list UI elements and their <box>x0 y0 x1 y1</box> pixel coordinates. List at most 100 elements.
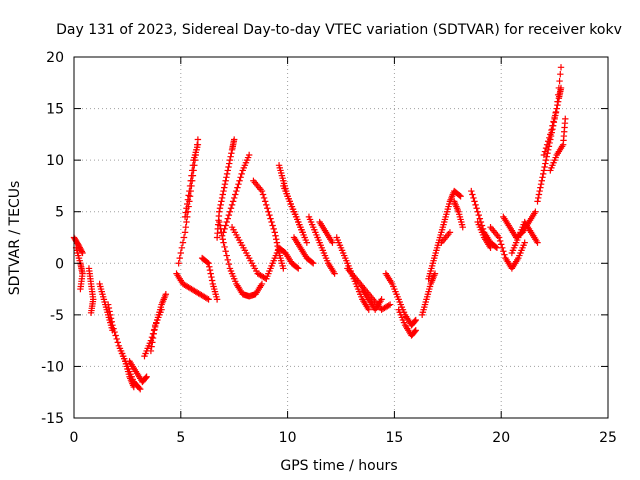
data-point <box>188 167 196 174</box>
x-tick-label: 15 <box>385 430 403 446</box>
data-point <box>412 316 419 324</box>
data-point <box>237 174 244 181</box>
data-point <box>536 187 543 195</box>
data-point <box>221 225 228 233</box>
data-point <box>411 317 419 325</box>
data-point <box>265 208 272 215</box>
y-tick-label: -10 <box>41 359 64 375</box>
data-point <box>176 254 183 262</box>
data-point <box>501 251 508 258</box>
y-tick-label: -15 <box>41 411 64 427</box>
data-point <box>233 187 240 195</box>
data-point <box>266 211 273 219</box>
data-point <box>258 280 266 288</box>
y-tick-label: -5 <box>50 308 64 324</box>
data-point <box>78 248 86 255</box>
data-point <box>521 239 528 246</box>
data-point <box>194 141 202 148</box>
data-point <box>187 177 194 184</box>
data-point <box>549 122 556 129</box>
data-point <box>77 245 84 253</box>
x-tick-label: 20 <box>492 430 510 446</box>
data-point <box>206 266 214 274</box>
data-point <box>112 332 119 339</box>
data-point <box>498 241 505 248</box>
data-point <box>149 339 156 346</box>
data-point <box>554 91 562 99</box>
grid <box>74 57 608 418</box>
data-point <box>308 259 316 266</box>
data-point <box>546 134 553 141</box>
data-point <box>143 373 150 380</box>
data-point <box>137 385 144 393</box>
data-point <box>261 198 269 205</box>
data-point <box>185 192 192 199</box>
data-point <box>208 277 216 284</box>
data-point <box>562 115 569 123</box>
data-point <box>411 327 419 335</box>
data-point <box>500 248 507 255</box>
data-point <box>235 181 242 188</box>
data-point <box>541 163 548 171</box>
data-point <box>540 167 548 174</box>
data-point <box>218 194 226 202</box>
data-point <box>226 160 233 167</box>
data-point <box>216 218 223 226</box>
y-tick-label: 5 <box>55 205 64 221</box>
data-point <box>231 194 238 202</box>
data-point <box>181 213 189 221</box>
data-point <box>151 326 158 333</box>
data-point <box>473 205 480 212</box>
data-point <box>547 131 554 138</box>
data-point <box>280 265 287 272</box>
data-point <box>548 126 555 134</box>
data-point <box>184 200 191 208</box>
data-point <box>189 162 197 169</box>
data-point <box>492 243 500 251</box>
data-point <box>260 194 268 202</box>
data-point <box>177 249 184 257</box>
data-point <box>224 215 231 222</box>
data-point <box>219 191 227 198</box>
data-point <box>273 239 281 246</box>
x-tick-label: 25 <box>599 430 617 446</box>
data-point <box>329 239 336 246</box>
data-point <box>553 105 560 112</box>
data-point <box>223 218 230 226</box>
data-point <box>107 315 115 322</box>
data-point <box>113 335 120 343</box>
data-point <box>542 144 550 152</box>
data-point <box>299 229 306 236</box>
data-point <box>495 234 503 241</box>
data-point <box>258 187 266 195</box>
data-point <box>224 256 231 264</box>
data-point <box>365 306 372 313</box>
data-point <box>264 205 271 212</box>
data-point <box>269 222 276 229</box>
data-point <box>178 244 186 252</box>
data-point <box>188 172 195 179</box>
data-point <box>104 301 112 308</box>
data-point <box>227 205 235 212</box>
data-point <box>221 181 229 188</box>
data-point <box>221 243 228 251</box>
data-point <box>310 260 317 267</box>
data-point <box>540 170 547 178</box>
data-point <box>532 208 539 215</box>
data-point <box>204 259 211 266</box>
data-point <box>534 239 541 246</box>
data-point <box>446 229 454 236</box>
x-tick-label: 0 <box>70 430 79 446</box>
y-axis-label: SDTVAR / TECUs <box>7 181 23 296</box>
data-point <box>331 270 338 277</box>
data-point <box>226 208 234 215</box>
data-point <box>557 70 564 78</box>
data-point <box>226 156 234 164</box>
data-point <box>228 150 235 157</box>
data-point <box>183 218 190 226</box>
data-point <box>205 260 212 267</box>
data-point <box>110 325 117 332</box>
data-point <box>227 153 234 160</box>
data-point <box>541 148 549 155</box>
